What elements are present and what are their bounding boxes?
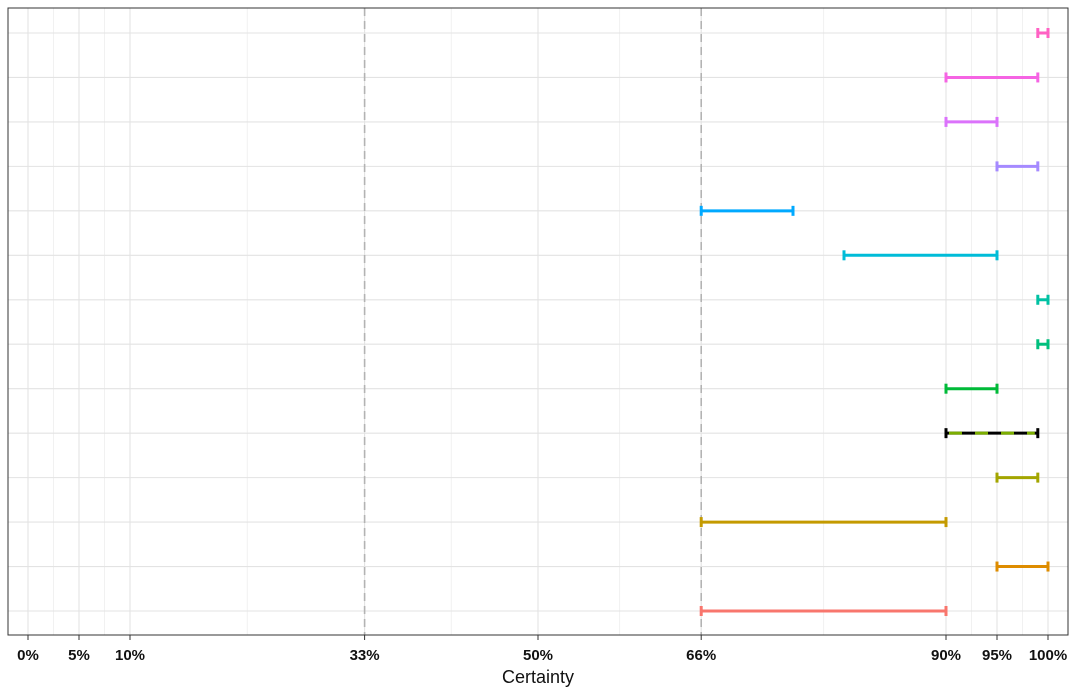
x-tick-label: 0% <box>17 647 39 664</box>
interval-bar <box>995 561 1050 572</box>
x-axis-title: Certainty <box>502 667 574 687</box>
x-tick-label: 33% <box>350 647 380 664</box>
reference-lines <box>363 8 703 635</box>
x-tick-label: 50% <box>523 647 553 664</box>
interval-bar <box>699 517 948 528</box>
interval-bars <box>699 28 1050 616</box>
interval-bar <box>699 606 948 616</box>
interval-bar <box>995 472 1040 483</box>
x-tick-label: 10% <box>115 647 145 664</box>
interval-bar <box>1036 294 1050 305</box>
x-tick-label: 5% <box>68 647 90 664</box>
interval-bar <box>699 205 795 216</box>
x-tick-label: 66% <box>686 647 716 664</box>
interval-bar <box>995 161 1040 172</box>
interval-bar <box>944 72 1040 83</box>
interval-bar <box>1036 339 1050 350</box>
x-tick-label: 95% <box>982 647 1012 664</box>
x-tick-label: 90% <box>931 647 961 664</box>
interval-bar <box>1036 28 1050 38</box>
interval-bar <box>944 116 999 127</box>
interval-bar <box>842 250 999 261</box>
interval-bar <box>944 383 999 394</box>
interval-bar <box>944 428 1040 439</box>
x-tick-label: 100% <box>1029 647 1067 664</box>
grid-lines <box>8 8 1068 635</box>
x-axis-ticks: 0% 5% 10% 33% 50% 66% 90% 95% 100% <box>17 635 1067 664</box>
